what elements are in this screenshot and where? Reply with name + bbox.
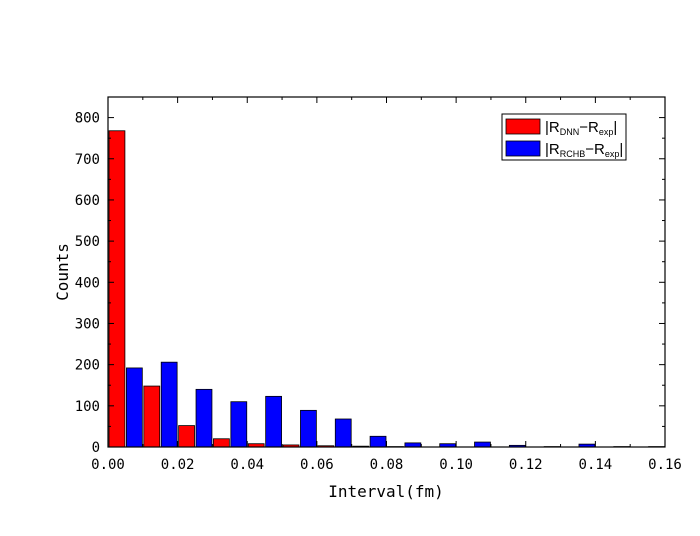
- legend-swatch-dnn: [505, 118, 541, 135]
- bar-rchb-2: [195, 388, 213, 448]
- y-tick-label: 400: [75, 275, 100, 291]
- x-tick-label: 0.12: [509, 457, 543, 473]
- bar-rchb-8: [404, 442, 422, 448]
- y-tick-label: 800: [75, 111, 100, 127]
- bar-rchb-3: [230, 401, 248, 448]
- y-axis-title: Counts: [53, 243, 72, 301]
- x-tick-label: 0.04: [230, 457, 264, 473]
- bar-rchb-5: [300, 409, 317, 448]
- y-tick-label: 700: [75, 152, 100, 168]
- axis-ticks: [107, 96, 666, 448]
- x-tick-label: 0.16: [648, 457, 682, 473]
- x-tick-label: 0.02: [161, 457, 195, 473]
- x-tick-label: 0.06: [300, 457, 334, 473]
- bar-group: [108, 130, 665, 448]
- y-tick-label: 300: [75, 316, 100, 332]
- y-tick-label: 500: [75, 234, 100, 250]
- y-tick-labels: 0 100 200 300 400 500 600 700 800: [75, 111, 100, 456]
- x-tick-label: 0.00: [91, 457, 125, 473]
- bar-dnn-2: [178, 425, 195, 448]
- bar-rchb-4: [265, 395, 282, 448]
- y-tick-label: 200: [75, 358, 100, 374]
- x-tick-label: 0.14: [579, 457, 613, 473]
- y-tick-label: 100: [75, 399, 100, 415]
- bar-dnn-1: [143, 385, 161, 448]
- bar-dnn-3: [213, 438, 230, 448]
- bar-rchb-6: [334, 418, 352, 448]
- x-tick-label: 0.08: [370, 457, 404, 473]
- y-tick-label: 600: [75, 193, 100, 209]
- bar-rchb-10: [474, 441, 491, 448]
- legend-swatch-rchb: [505, 140, 541, 157]
- legend: |RDNN−Rexp| |RRCHB−Rexp|: [501, 113, 627, 161]
- x-tick-label: 0.10: [439, 457, 473, 473]
- x-tick-labels: 0.00 0.02 0.04 0.06 0.08 0.10 0.12 0.14 0.16: [91, 457, 682, 473]
- x-axis-title: Interval(fm): [328, 482, 444, 501]
- bar-rchb-0: [126, 367, 143, 448]
- y-tick-label: 0: [92, 440, 100, 456]
- bar-rchb-1: [160, 361, 178, 448]
- bar-dnn-0: [108, 130, 126, 448]
- bar-rchb-7: [369, 435, 387, 448]
